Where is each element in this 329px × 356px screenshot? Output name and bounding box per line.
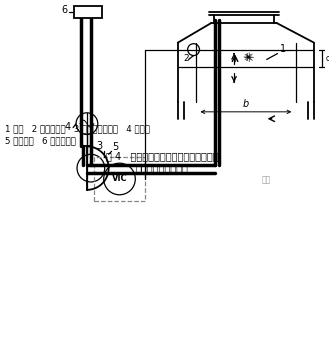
Circle shape [104, 163, 135, 195]
Bar [94, 157, 145, 201]
Text: 5: 5 [113, 142, 119, 152]
Text: c: c [326, 54, 329, 63]
Text: ✳: ✳ [242, 53, 252, 63]
Text: 理图: 理图 [262, 175, 271, 184]
Text: 1: 1 [280, 43, 286, 54]
Bar [74, 6, 102, 18]
Text: 图 4   变风量排风柜结合采用变频风机时: 图 4 变风量排风柜结合采用变频风机时 [106, 151, 218, 161]
Text: 3: 3 [97, 141, 103, 151]
Text: b: b [243, 99, 249, 109]
Text: 1 拉窗   2 风速传感器   3 风速显示控制器   4 变频器: 1 拉窗 2 风速传感器 3 风速显示控制器 4 变频器 [5, 124, 150, 133]
Text: 6: 6 [61, 5, 67, 15]
Text: VIC: VIC [112, 174, 127, 183]
Text: ✳: ✳ [244, 52, 254, 65]
Text: 2: 2 [183, 54, 189, 63]
Text: 窗口风速的自动控制: 窗口风速的自动控制 [136, 163, 189, 173]
Text: 5 变频风机   6 直冲式风帽: 5 变频风机 6 直冲式风帽 [5, 136, 76, 145]
Text: 4: 4 [64, 122, 70, 132]
Circle shape [76, 113, 98, 135]
